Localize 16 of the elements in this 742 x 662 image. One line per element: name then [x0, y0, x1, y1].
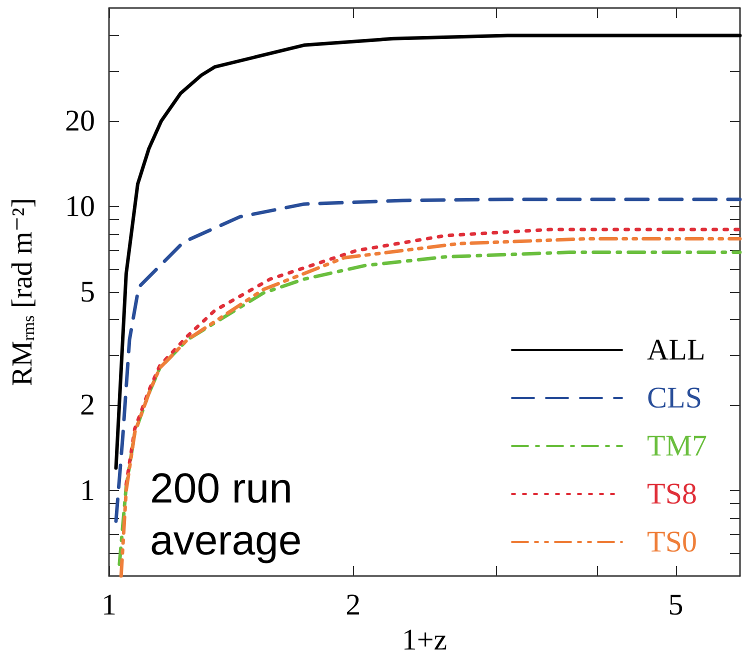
x-axis-title: 1+z — [402, 623, 448, 656]
x-tick-label: 5 — [668, 588, 684, 622]
x-tick-label: 2 — [346, 588, 361, 622]
legend-label: TS8 — [647, 478, 698, 510]
legend-label: TM7 — [647, 430, 707, 462]
legend-label: ALL — [647, 334, 706, 366]
y-tick-label: 10 — [65, 190, 95, 224]
x-tick-label: 1 — [102, 588, 116, 622]
y-tick-label: 20 — [65, 104, 95, 138]
y-tick-label: 2 — [80, 388, 95, 422]
y-axis-title: RMrms [rad m⁻²] — [6, 198, 38, 386]
y-tick-label: 5 — [80, 276, 95, 308]
y-tick-label: 1 — [80, 474, 95, 508]
legend-label: CLS — [647, 382, 702, 414]
annotation: 200 run average — [150, 464, 302, 564]
legend-label: TS0 — [647, 526, 698, 558]
